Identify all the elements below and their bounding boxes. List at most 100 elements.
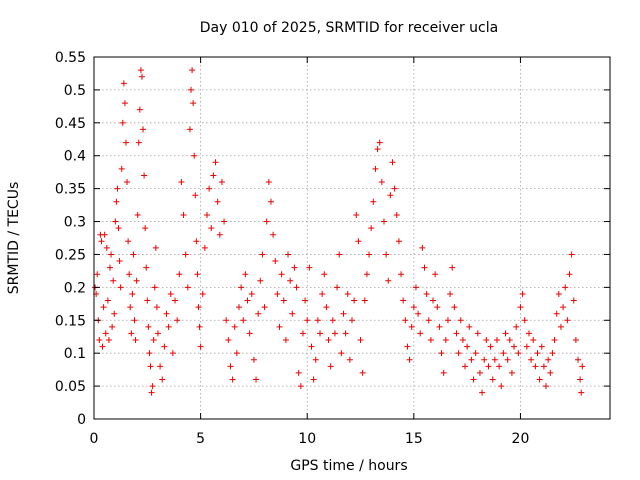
data-point <box>357 337 364 344</box>
data-point <box>449 264 456 271</box>
data-point <box>94 271 101 278</box>
data-point <box>100 304 107 311</box>
data-point <box>532 363 539 370</box>
data-point <box>216 231 223 238</box>
data-point <box>321 271 328 278</box>
data-point <box>137 67 144 74</box>
data-point <box>291 264 298 271</box>
data-point <box>242 271 249 278</box>
data-point <box>577 376 584 383</box>
data-point <box>210 172 217 179</box>
data-point <box>212 159 219 166</box>
data-point <box>359 369 366 376</box>
data-point <box>553 310 560 317</box>
data-point <box>105 337 112 344</box>
data-point <box>113 198 120 205</box>
data-point <box>250 356 257 363</box>
data-point <box>314 317 321 324</box>
data-point <box>355 238 362 245</box>
data-point <box>128 330 135 337</box>
data-point <box>180 211 187 218</box>
data-point <box>511 343 518 350</box>
data-point <box>570 297 577 304</box>
data-point <box>479 389 486 396</box>
data-point <box>104 297 111 304</box>
data-point <box>519 290 526 297</box>
y-axis-title: SRMTID / TECUs <box>6 182 22 295</box>
data-point <box>344 290 351 297</box>
data-point <box>481 356 488 363</box>
data-point <box>427 337 434 344</box>
y-tick-label: 0.1 <box>64 346 86 362</box>
x-tick-label: 5 <box>196 431 205 447</box>
data-point <box>140 126 147 133</box>
data-point <box>120 80 127 87</box>
data-point <box>353 211 360 218</box>
data-point <box>351 297 358 304</box>
data-point <box>165 323 172 330</box>
data-point <box>536 376 543 383</box>
data-point <box>534 350 541 357</box>
data-point <box>319 290 326 297</box>
data-point <box>106 264 113 271</box>
data-point <box>557 323 564 330</box>
data-point <box>201 244 208 251</box>
data-point <box>578 389 585 396</box>
data-point <box>547 369 554 376</box>
data-point <box>538 343 545 350</box>
y-tick-label: 0.2 <box>64 280 86 296</box>
data-point <box>124 179 131 186</box>
y-tick-label: 0.25 <box>55 247 86 263</box>
data-point <box>285 251 292 258</box>
data-point <box>111 310 118 317</box>
data-point <box>459 337 466 344</box>
data-point <box>440 369 447 376</box>
data-point <box>143 264 150 271</box>
data-point <box>221 218 228 225</box>
data-point <box>218 179 225 186</box>
data-point <box>508 369 515 376</box>
data-point <box>515 350 522 357</box>
data-point <box>126 271 133 278</box>
data-point <box>194 271 201 278</box>
data-point <box>116 258 123 265</box>
data-point <box>485 363 492 370</box>
data-point <box>560 304 567 311</box>
chart-title: Day 010 of 2025, SRMTID for receiver ucl… <box>200 20 498 36</box>
data-point <box>274 290 281 297</box>
y-tick-label: 0.35 <box>55 182 86 198</box>
data-point <box>151 284 158 291</box>
data-point <box>376 139 383 146</box>
data-point <box>299 330 306 337</box>
data-point <box>280 297 287 304</box>
data-point <box>167 290 174 297</box>
data-point <box>233 350 240 357</box>
data-point <box>244 297 251 304</box>
data-point <box>122 139 129 146</box>
data-point <box>419 244 426 251</box>
data-point <box>159 376 166 383</box>
data-point <box>131 317 138 324</box>
data-point <box>457 317 464 324</box>
data-point <box>506 337 513 344</box>
data-point <box>265 179 272 186</box>
data-point <box>310 376 317 383</box>
data-point <box>476 369 483 376</box>
data-point <box>125 238 132 245</box>
data-point <box>366 251 373 258</box>
data-point <box>464 343 471 350</box>
data-point <box>579 363 586 370</box>
data-point <box>132 337 139 344</box>
data-point <box>483 337 490 344</box>
data-point <box>138 73 145 80</box>
data-point <box>289 310 296 317</box>
data-point <box>374 146 381 153</box>
data-point <box>153 304 160 311</box>
y-tick-label: 0.05 <box>55 379 86 395</box>
data-point <box>372 165 379 172</box>
data-point <box>195 304 202 311</box>
data-point <box>572 337 579 344</box>
data-point <box>208 225 215 232</box>
data-point <box>293 284 300 291</box>
